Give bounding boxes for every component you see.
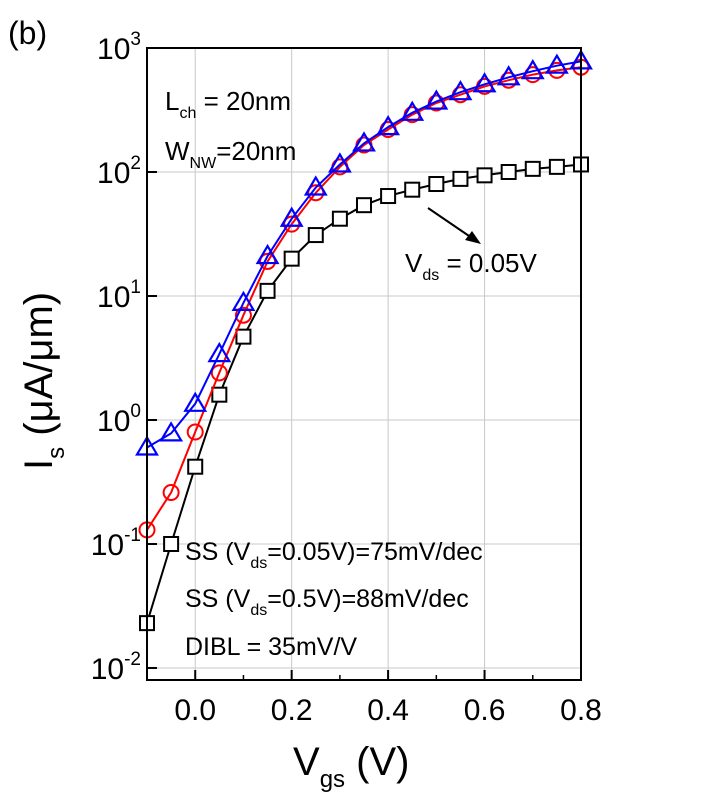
data-point-square [307,227,324,244]
data-point-triangle [520,59,545,80]
data-point-circle [283,215,301,233]
series-circle-line [146,66,582,531]
data-point-triangle [472,72,497,93]
data-point-circle [307,184,325,202]
data-point-square [500,163,517,180]
data-point-triangle [183,391,208,412]
data-point-square [428,176,445,193]
data-point-circle [210,364,228,382]
x-tick-label: 0.6 [464,694,506,727]
data-point-square [452,170,469,187]
x-tick-label: 0.4 [367,694,409,727]
data-point-square [331,210,348,227]
annotation-ss-005: SS (Vds=0.05V)=75mV/dec [185,538,483,572]
data-point-triangle [207,341,232,363]
data-point-square [476,167,493,184]
data-point-triangle [376,114,401,136]
x-axis-label: Vgs (V) [293,740,409,793]
series-triangle-line [146,60,582,449]
data-point-triangle [496,65,521,86]
y-tick-label: 103 [97,29,141,66]
data-point-triangle [303,175,328,196]
ticks: 0.0 0.2 0.4 0.6 0.8 10-2 10-1 100 101 102 103 [91,29,602,727]
data-point-square [283,250,300,267]
annotation-ss-05: SS (Vds=0.5V)=88mV/dec [185,585,469,619]
annotation-vds: Vds = 0.05V [405,248,537,284]
data-point-triangle [448,80,473,101]
data-point-square [404,181,421,198]
data-point-square [211,386,228,403]
data-point-circle [234,306,252,324]
y-tick-label: 102 [97,153,141,190]
vds-arrow-head [465,231,481,244]
data-point-triangle [159,421,184,442]
data-point-square [235,328,252,345]
annotation-lch: Lch = 20nm [165,86,291,122]
data-point-triangle [352,131,376,152]
x-tick-label: 0.0 [174,694,216,727]
data-point-triangle [327,152,352,173]
y-tick-label: 10-1 [91,525,141,562]
series-layer [135,49,593,632]
panel-label: (b) [8,15,47,51]
vds-arrow-line [427,207,473,239]
data-point-square [356,197,372,214]
data-point-triangle [400,100,425,121]
data-point-triangle [424,89,449,110]
data-point-square [524,160,541,177]
data-point-triangle [279,206,304,227]
annotation-dibl: DIBL = 35mV/V [185,633,357,661]
y-tick-label: 101 [97,277,141,314]
y-axis-label: Is (μA/μm) [17,292,70,470]
data-point-circle [259,252,277,270]
data-point-triangle [544,53,569,74]
data-point-square [163,535,180,552]
data-point-square [548,158,565,175]
data-point-square [187,458,204,475]
annotation-wnw: WNW=20nm [165,136,296,172]
y-tick-label: 100 [97,401,141,438]
data-point-triangle [231,290,256,311]
y-tick-label: 10-2 [91,649,141,686]
data-point-circle [186,423,204,441]
data-point-circle [162,484,180,502]
data-point-triangle [255,243,280,265]
plot-frame [146,47,582,681]
data-point-square [259,282,276,299]
x-tick-label: 0.2 [271,694,313,727]
data-point-square [380,188,397,205]
x-tick-label: 0.8 [560,694,602,727]
